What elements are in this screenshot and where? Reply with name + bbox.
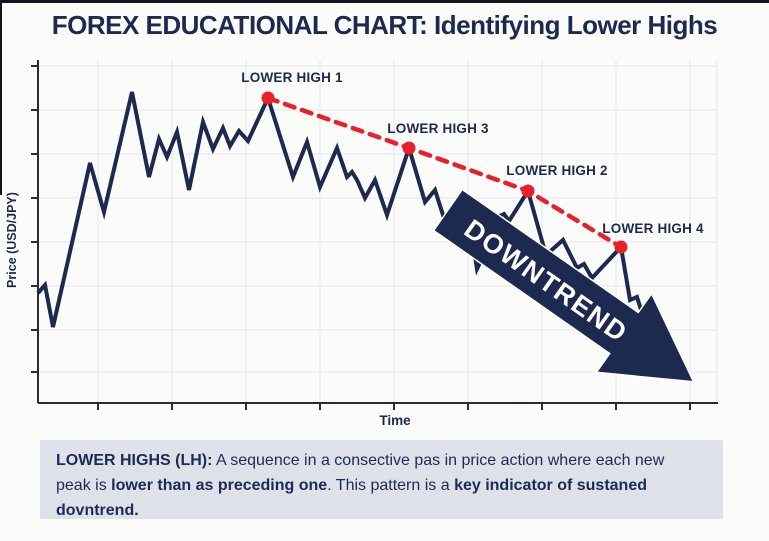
definition-note-segment: . This pattern is a <box>327 477 455 494</box>
definition-note-segment: peak is <box>56 477 112 494</box>
definition-note-line: peak is lower than as preceding one. Thi… <box>56 473 723 498</box>
definition-note-segment: key indicator of sustaned <box>454 477 647 494</box>
lower-high-point <box>402 141 416 155</box>
y-axis-label: Price (USD/JPY) <box>5 192 19 288</box>
definition-note-line: LOWER HIGHS (LH): A sequence in a consec… <box>56 448 723 473</box>
top-border-strip <box>0 0 769 3</box>
definition-note-line: dovntrend. <box>56 498 723 523</box>
lower-high-label: LOWER HIGH 1 <box>241 70 343 85</box>
lower-high-label: LOWER HIGH 3 <box>387 121 489 136</box>
left-border-strip <box>0 0 2 195</box>
definition-note-segment: dovntrend. <box>56 502 139 519</box>
downtrend-arrow <box>432 188 695 383</box>
definition-note-segment: A sequence in a consective pas in price … <box>212 452 665 469</box>
definition-note: LOWER HIGHS (LH): A sequence in a consec… <box>40 440 723 519</box>
lower-high-point <box>521 184 535 198</box>
definition-note-segment: lower than as preceding one <box>111 477 328 494</box>
x-axis-label: Time <box>379 413 411 428</box>
lower-high-label: LOWER HIGH 2 <box>506 163 607 178</box>
price-line <box>36 91 666 349</box>
lower-high-label: LOWER HIGH 4 <box>602 221 704 236</box>
page-title: FOREX EDUCATIONAL CHART: Identifying Low… <box>51 10 718 40</box>
definition-note-segment: LOWER HIGHS (LH): <box>56 452 213 469</box>
lower-high-point <box>614 240 628 254</box>
lower-high-point <box>261 91 275 105</box>
lower-highs-trendline <box>265 95 624 250</box>
